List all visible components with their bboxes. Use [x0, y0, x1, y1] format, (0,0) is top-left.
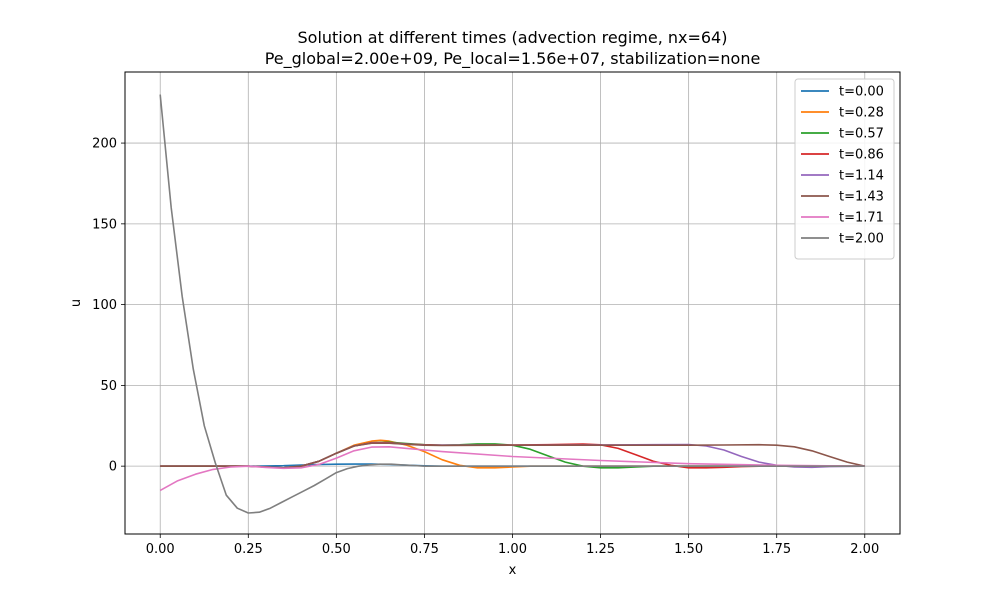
legend-box	[794, 78, 895, 260]
legend-entry: t=0.57	[839, 127, 884, 142]
y-tick-label: 100	[92, 298, 117, 313]
series-line-7	[159, 94, 865, 514]
y-tick-label: 150	[92, 217, 117, 232]
x-tick-label: 0.75	[410, 542, 439, 557]
x-tick-label: 0.25	[234, 542, 263, 557]
legend-entry: t=0.28	[839, 106, 884, 121]
y-tick-label: 50	[100, 379, 117, 394]
y-axis-label: u	[69, 299, 84, 307]
series-line-6	[159, 445, 865, 492]
chart-title: Solution at different times (advection r…	[298, 28, 728, 47]
x-axis: 0.00 0.25 0.50 0.75 1.00 1.25 1.50 1.75 2.00	[146, 534, 879, 557]
legend-entry: t=1.14	[839, 169, 884, 184]
legend: t=0.00 t=0.28 t=0.57 t=0.86 t=1.14 t=1.43 t=1.…	[794, 78, 895, 260]
x-axis-label: x	[509, 563, 517, 578]
x-tick-label: 2.00	[850, 542, 879, 557]
legend-entry: t=1.71	[839, 211, 884, 226]
x-tick-label: 1.00	[498, 542, 527, 557]
x-tick-label: 1.25	[586, 542, 615, 557]
chart-subtitle: Pe_global=2.00e+09, Pe_local=1.56e+07, s…	[265, 49, 761, 69]
legend-entry: t=2.00	[839, 232, 884, 247]
x-tick-label: 0.00	[146, 542, 175, 557]
y-tick-label: 0	[109, 460, 117, 475]
x-tick-label: 0.50	[322, 542, 351, 557]
legend-entry: t=1.43	[839, 190, 884, 205]
series-line-5	[160, 442, 865, 469]
legend-entry: t=0.86	[839, 148, 884, 163]
series-layer	[159, 94, 865, 514]
x-tick-label: 1.50	[674, 542, 703, 557]
legend-entry: t=0.00	[839, 85, 884, 100]
y-tick-label: 200	[92, 137, 117, 152]
x-tick-label: 1.75	[762, 542, 791, 557]
y-axis: 0 50 100 150 200	[92, 137, 125, 475]
